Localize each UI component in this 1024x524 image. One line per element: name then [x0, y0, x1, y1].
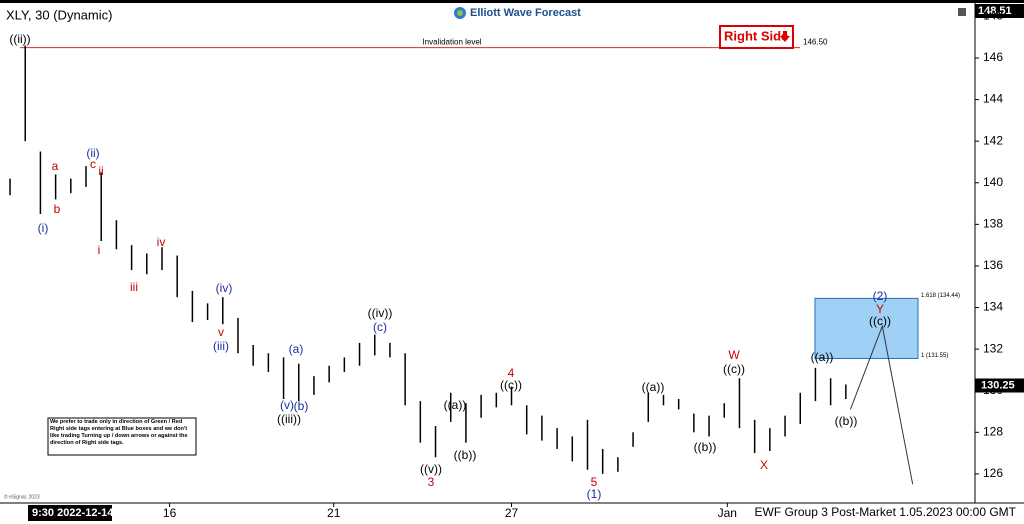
last-price-label: 130.25 — [981, 379, 1015, 391]
wave-label: ((c)) — [869, 314, 891, 328]
copyright: © eSignal, 2023 — [4, 493, 40, 500]
note-box — [47, 417, 197, 456]
y-tick-label: 132 — [983, 341, 1003, 355]
y-tick-label: 146 — [983, 50, 1003, 64]
wave-label: c — [90, 157, 96, 171]
wave-label: 5 — [591, 475, 598, 489]
x-tick-label: 21 — [327, 506, 341, 520]
wave-label: iii — [130, 280, 138, 294]
invalidation-text: Invalidation level — [422, 38, 481, 47]
y-tick-label: 148 — [983, 9, 1003, 23]
wave-label: (1) — [587, 487, 602, 501]
wave-label: (iv) — [216, 281, 233, 295]
x-tick-label: 16 — [163, 506, 177, 520]
y-tick-label: 142 — [983, 133, 1003, 147]
chart-title: XLY, 30 (Dynamic) — [6, 7, 112, 22]
wave-label: (c) — [373, 320, 387, 334]
y-tick-label: 134 — [983, 300, 1003, 314]
blue-box — [814, 297, 919, 359]
wave-label: ((v)) — [420, 462, 442, 476]
right-side-text: Right Side — [724, 28, 788, 43]
wave-label: Y — [876, 302, 884, 316]
top-price: 148.51 — [978, 5, 1012, 17]
blue-box-low-label: 1 (131.55) — [921, 353, 948, 359]
wave-label: (a) — [289, 342, 304, 356]
y-tick-label: 136 — [983, 258, 1003, 272]
wave-label: iv — [157, 235, 166, 249]
x-tick-label: Jan — [718, 506, 737, 520]
wave-label: ii — [98, 164, 103, 178]
wave-label: ((a)) — [444, 398, 467, 412]
wave-label: ((a)) — [642, 380, 665, 394]
y-tick-label: 138 — [983, 217, 1003, 231]
wave-label: ((c)) — [723, 362, 745, 376]
x-tick-label: 27 — [505, 506, 519, 520]
wave-label: ((b)) — [694, 440, 717, 454]
logo-icon-inner — [457, 10, 463, 16]
wave-label: 4 — [508, 366, 515, 380]
note-text: We prefer to trade only in direction of … — [50, 419, 188, 446]
top-price-box — [975, 4, 1024, 18]
wave-label: ((a)) — [811, 350, 834, 364]
right-side-tag — [719, 25, 794, 49]
wave-label: (i) — [38, 221, 49, 235]
wave-label: ((c)) — [500, 378, 522, 392]
wave-label: i — [98, 243, 101, 257]
wave-label: a — [52, 159, 59, 173]
wave-label: (2) — [873, 289, 888, 303]
last-price-box — [975, 378, 1024, 393]
wave-label: 3 — [428, 475, 435, 489]
wave-label: (b) — [294, 399, 309, 413]
y-tick-label: 126 — [983, 466, 1003, 480]
invalidation-label: 146.50 — [803, 38, 828, 47]
wave-label: v — [218, 325, 224, 339]
wave-label: W — [728, 348, 740, 362]
footer: EWF Group 3 Post-Market 1.05.2023 00:00 … — [755, 505, 1017, 519]
logo-text: Elliott Wave Forecast — [470, 7, 581, 19]
start-time: 9:30 2022-12-14 — [32, 507, 114, 519]
wave-label: X — [760, 458, 768, 472]
y-tick-label: 128 — [983, 424, 1003, 438]
wave-label: ((iii)) — [277, 412, 301, 426]
y-tick-label: 140 — [983, 175, 1003, 189]
wave-label: ((b)) — [454, 448, 477, 462]
y-tick-label: 144 — [983, 92, 1003, 106]
wave-label: ((iv)) — [368, 306, 393, 320]
top-border — [0, 0, 1024, 3]
wave-label: (ii) — [86, 146, 99, 160]
window-icon — [958, 8, 966, 16]
wave-label: b — [54, 202, 61, 216]
wave-label: (iii) — [213, 339, 229, 353]
note: We prefer to trade only in direction of … — [50, 419, 188, 446]
down-arrow — [780, 31, 790, 42]
wave-label: ((b)) — [835, 414, 858, 428]
wave-label: ((ii)) — [9, 32, 30, 46]
projection-line — [849, 324, 914, 485]
wave-label: (v) — [280, 398, 294, 412]
start-time-box — [28, 505, 112, 521]
blue-box-high-label: 1.618 (134.44) — [921, 293, 960, 299]
